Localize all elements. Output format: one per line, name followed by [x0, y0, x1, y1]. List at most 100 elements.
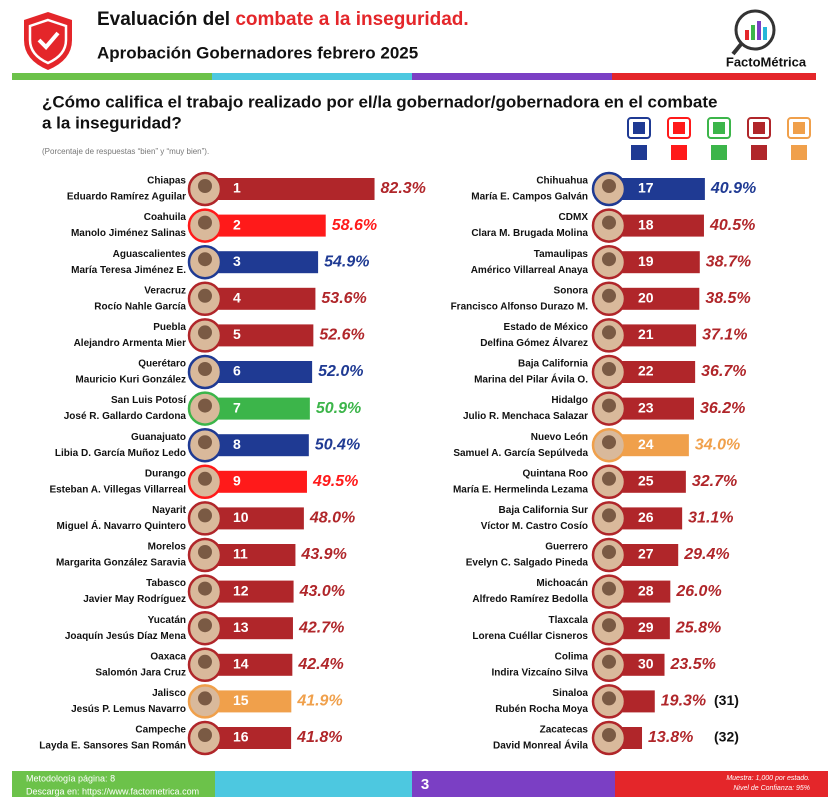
- photo-head: [198, 215, 212, 230]
- value-label: 40.5%: [709, 217, 755, 234]
- photo-head: [602, 288, 616, 303]
- rank-label: 30: [638, 656, 654, 672]
- value-label: 36.7%: [701, 363, 746, 380]
- governor-name: Salomón Jara Cruz: [95, 667, 186, 678]
- party-logo-inner: [753, 122, 765, 134]
- legend-swatch: [751, 145, 767, 160]
- value-label: 23.5%: [670, 656, 716, 673]
- value-label: 26.0%: [675, 583, 721, 600]
- rank-label: 5: [233, 326, 241, 342]
- governor-name: Rocío Nahle García: [94, 301, 186, 312]
- governor-name: Mauricio Kuri González: [75, 375, 186, 386]
- bar: [205, 324, 314, 347]
- page-number: 3: [421, 776, 429, 793]
- photo-head: [602, 398, 616, 413]
- value-label: 41.8%: [296, 729, 342, 746]
- governor-name: Eduardo Ramírez Aguilar: [67, 192, 186, 203]
- rank-label: 8: [233, 436, 241, 452]
- rank-label: (32): [714, 729, 739, 745]
- value-label: 31.1%: [688, 510, 733, 527]
- state-name: Baja California Sur: [499, 505, 589, 516]
- value-label: 37.1%: [702, 327, 747, 344]
- rank-label: 17: [638, 180, 654, 196]
- bar: [205, 690, 292, 713]
- value-label: 36.2%: [700, 400, 745, 417]
- state-name: Nayarit: [152, 505, 187, 516]
- state-name: Nuevo León: [531, 432, 588, 443]
- state-name: Tamaulipas: [534, 249, 589, 260]
- governor-name: Marina del Pilar Ávila O.: [474, 373, 588, 386]
- state-name: Sinaloa: [552, 688, 588, 699]
- bar: [205, 544, 296, 566]
- bar: [205, 214, 326, 237]
- bar: [205, 361, 313, 383]
- value-label: 58.6%: [332, 217, 377, 234]
- value-label: 50.9%: [316, 400, 361, 417]
- bar: [610, 507, 683, 530]
- title-prefix: Evaluación del: [97, 9, 230, 30]
- photo-head: [602, 362, 616, 376]
- governor-name: Evelyn C. Salgado Pineda: [466, 558, 589, 569]
- photo-head: [198, 728, 212, 742]
- rows: Chiapas Eduardo Ramírez Aguilar 82.3% 1 Coah…: [39, 171, 756, 756]
- state-name: Veracruz: [144, 285, 186, 296]
- value-label: 38.5%: [705, 290, 750, 307]
- bar: [205, 178, 375, 200]
- state-name: Chihuahua: [536, 176, 588, 187]
- governor-name: Lorena Cuéllar Cisneros: [472, 631, 588, 642]
- bar: [205, 397, 310, 420]
- value-label: 19.3%: [661, 693, 706, 710]
- rank-label: 25: [638, 473, 654, 489]
- value-label: 49.5%: [312, 473, 358, 490]
- party-logo-inner: [673, 122, 685, 134]
- governor-name: Francisco Alfonso Durazo M.: [451, 301, 589, 312]
- confidence: Nivel de Confianza: 95%: [733, 785, 810, 792]
- governor-name: Américo Villarreal Anaya: [471, 265, 589, 276]
- governor-name: Margarita González Saravia: [56, 558, 186, 569]
- photo-head: [198, 691, 212, 706]
- value-label: 53.6%: [321, 290, 366, 307]
- governor-name: Indira Vizcaíno Silva: [491, 667, 588, 678]
- photo-head: [602, 325, 616, 340]
- party-logo-inner: [713, 122, 725, 134]
- state-name: Morelos: [148, 542, 187, 553]
- bar: [205, 287, 316, 310]
- rank-label: 6: [233, 363, 241, 379]
- photo-head: [602, 691, 616, 706]
- photo-head: [198, 654, 212, 669]
- state-name: Campeche: [135, 725, 186, 736]
- photo-head: [198, 435, 212, 450]
- photo-head: [602, 654, 616, 669]
- brand-logo: [731, 9, 776, 56]
- governor-name: Víctor M. Castro Cosío: [481, 521, 588, 532]
- bar: [205, 617, 293, 640]
- rank-label: 21: [638, 326, 654, 342]
- governor-name: Manolo Jiménez Salinas: [71, 228, 186, 239]
- value-label: 43.0%: [299, 583, 345, 600]
- bar: [610, 324, 697, 347]
- legend-swatch: [671, 145, 687, 160]
- state-name: Guanajuato: [131, 432, 186, 443]
- bar: [205, 470, 307, 493]
- rank-label: 15: [233, 692, 249, 708]
- value-label: 40.9%: [710, 180, 756, 197]
- rank-label: 11: [233, 546, 248, 562]
- state-name: Tlaxcala: [549, 615, 589, 626]
- state-name: Jalisco: [152, 688, 186, 699]
- question-line: ¿Cómo califica el trabajo realizado por …: [42, 92, 717, 111]
- brand-name: FactoMétrica: [726, 54, 807, 69]
- photo-head: [198, 252, 212, 267]
- download: Descarga en: https://www.factometrica.co…: [26, 786, 199, 796]
- rank-label: 26: [638, 509, 654, 525]
- photo-head: [602, 179, 616, 193]
- photo-head: [198, 545, 212, 559]
- state-name: Tabasco: [146, 578, 186, 589]
- governor-name: María Teresa Jiménez E.: [71, 265, 186, 276]
- photo-head: [602, 508, 616, 523]
- bar: [610, 178, 705, 200]
- bar: [610, 544, 679, 566]
- value-label: 38.7%: [706, 253, 751, 270]
- photo-head: [602, 252, 616, 267]
- rank-label: 29: [638, 619, 654, 635]
- photo-head: [198, 179, 212, 193]
